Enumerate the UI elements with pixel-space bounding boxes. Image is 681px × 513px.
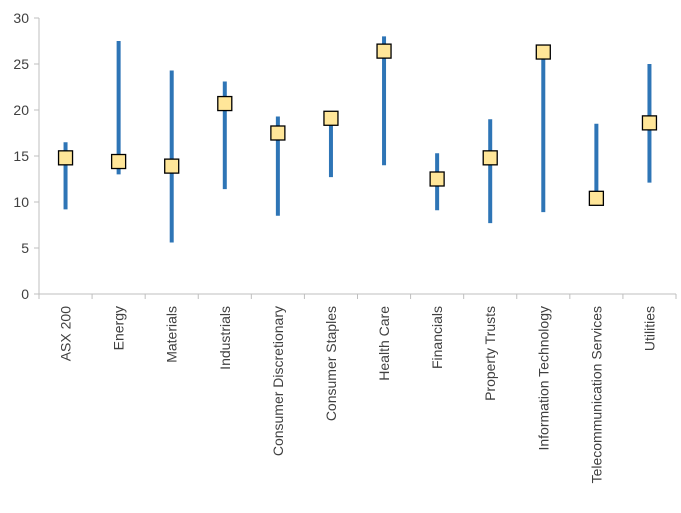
category-label: Energy — [111, 306, 127, 350]
category-labels: ASX 200 Energy Materials Industrials Consume… — [58, 306, 658, 484]
category-label: Health Care — [376, 306, 392, 381]
value-marker — [588, 190, 605, 206]
category-label: ASX 200 — [58, 306, 74, 361]
y-axis-ticks: 0 5 10 15 20 25 30 — [13, 10, 39, 302]
value-marker — [482, 150, 498, 166]
category-label: Property Trusts — [482, 306, 498, 401]
y-tick-label: 10 — [13, 194, 29, 210]
value-marker — [641, 115, 658, 131]
value-marker — [217, 95, 233, 112]
value-marker — [323, 110, 339, 126]
value-marker — [376, 43, 392, 59]
category-label: Consumer Staples — [323, 306, 339, 421]
y-tick-label: 0 — [21, 286, 29, 302]
category-label: Financials — [429, 306, 445, 369]
y-tick-label: 20 — [13, 102, 29, 118]
category-label: Information Technology — [535, 306, 551, 451]
category-label: Utilities — [641, 306, 657, 351]
value-marker — [535, 44, 551, 60]
range-lines — [63, 36, 652, 243]
value-marker — [110, 153, 127, 170]
value-marker — [164, 158, 180, 174]
chart-axes — [38, 18, 677, 299]
y-tick-label: 25 — [13, 56, 29, 72]
value-marker — [270, 125, 286, 141]
value-marker — [57, 150, 74, 166]
category-label: Materials — [164, 306, 180, 363]
category-label: Industrials — [217, 306, 233, 370]
category-label: Consumer Discretionary — [270, 306, 286, 456]
y-tick-label: 30 — [13, 10, 29, 26]
category-label: Telecommunication Services — [588, 306, 604, 483]
y-tick-label: 15 — [13, 148, 29, 164]
y-tick-label: 5 — [21, 240, 29, 256]
value-marker — [429, 171, 445, 187]
value-markers — [57, 43, 658, 206]
